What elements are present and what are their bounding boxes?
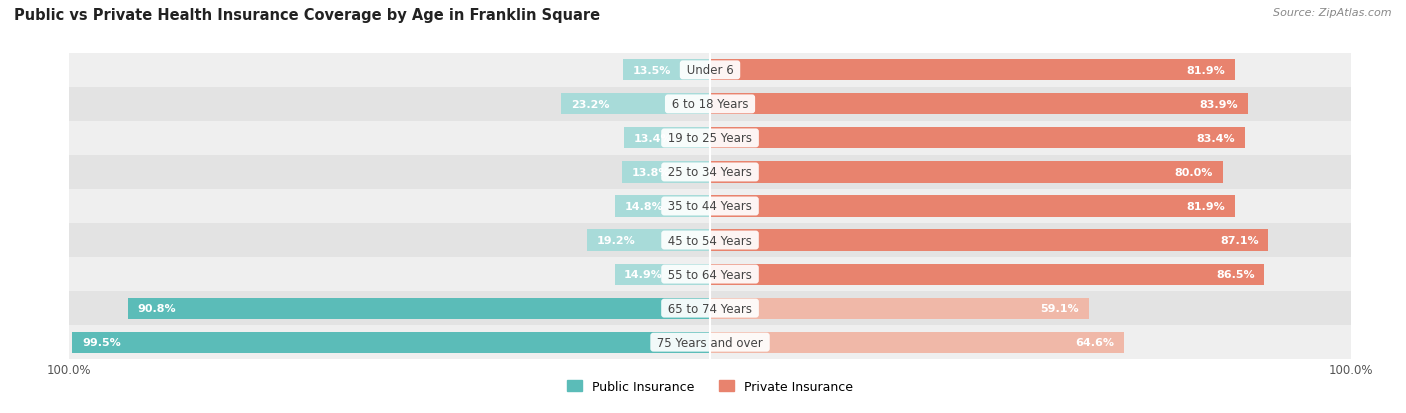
Text: 80.0%: 80.0% (1175, 168, 1213, 178)
Text: 83.9%: 83.9% (1199, 100, 1239, 109)
Text: 81.9%: 81.9% (1187, 202, 1226, 211)
Text: 81.9%: 81.9% (1187, 66, 1226, 76)
Bar (72, 332, 710, 353)
Bar (621, 162, 710, 183)
Text: 75 Years and over: 75 Years and over (654, 336, 766, 349)
Bar (128, 298, 710, 319)
Text: 86.5%: 86.5% (1216, 269, 1256, 280)
Text: 64.6%: 64.6% (1076, 337, 1115, 347)
Bar (710, 60, 1234, 81)
Text: Source: ZipAtlas.com: Source: ZipAtlas.com (1274, 8, 1392, 18)
Text: 55 to 64 Years: 55 to 64 Years (664, 268, 756, 281)
Text: 13.4%: 13.4% (634, 133, 672, 144)
Text: 19 to 25 Years: 19 to 25 Years (664, 132, 756, 145)
Bar (710, 264, 1264, 285)
Bar (69, 223, 1351, 257)
Bar (710, 298, 1088, 319)
Bar (586, 230, 710, 251)
Text: 90.8%: 90.8% (138, 304, 176, 313)
Bar (710, 196, 1234, 217)
Bar (710, 230, 1268, 251)
Text: 14.8%: 14.8% (624, 202, 664, 211)
Text: 65 to 74 Years: 65 to 74 Years (664, 302, 756, 315)
Bar (69, 88, 1351, 121)
Bar (623, 60, 710, 81)
Bar (710, 332, 1125, 353)
Text: 45 to 54 Years: 45 to 54 Years (664, 234, 756, 247)
Text: 87.1%: 87.1% (1220, 235, 1258, 245)
Bar (710, 162, 1223, 183)
Bar (710, 128, 1244, 149)
Text: 59.1%: 59.1% (1040, 304, 1080, 313)
Bar (69, 190, 1351, 223)
Bar (69, 325, 1351, 359)
Bar (69, 292, 1351, 325)
Bar (616, 196, 710, 217)
Text: 83.4%: 83.4% (1197, 133, 1234, 144)
Text: 99.5%: 99.5% (82, 337, 121, 347)
Legend: Public Insurance, Private Insurance: Public Insurance, Private Insurance (567, 380, 853, 393)
Text: 14.9%: 14.9% (624, 269, 664, 280)
Text: 13.5%: 13.5% (633, 66, 672, 76)
Bar (69, 156, 1351, 190)
Bar (710, 94, 1247, 115)
Bar (69, 54, 1351, 88)
Text: 25 to 34 Years: 25 to 34 Years (664, 166, 756, 179)
Bar (561, 94, 710, 115)
Bar (69, 121, 1351, 156)
Text: Public vs Private Health Insurance Coverage by Age in Franklin Square: Public vs Private Health Insurance Cover… (14, 8, 600, 23)
Text: 6 to 18 Years: 6 to 18 Years (668, 98, 752, 111)
Bar (624, 128, 710, 149)
Bar (69, 257, 1351, 292)
Text: 35 to 44 Years: 35 to 44 Years (664, 200, 756, 213)
Text: 19.2%: 19.2% (596, 235, 636, 245)
Text: 13.8%: 13.8% (631, 168, 669, 178)
Bar (614, 264, 710, 285)
Text: Under 6: Under 6 (683, 64, 737, 77)
Text: 23.2%: 23.2% (571, 100, 609, 109)
